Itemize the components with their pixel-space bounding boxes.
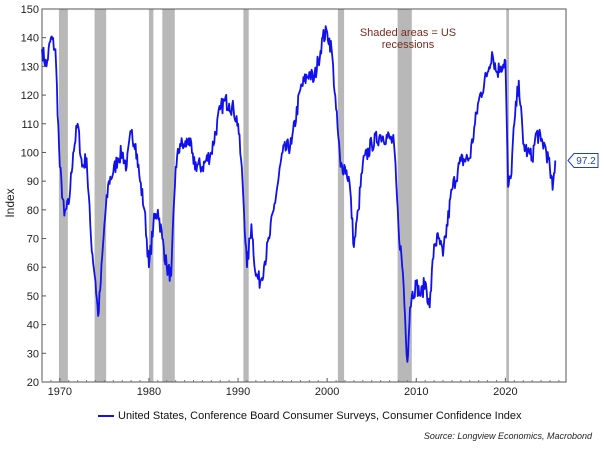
y-tick-label-70: 70 (27, 234, 39, 246)
x-tick-label-1980: 1980 (137, 386, 161, 398)
y-tick-label-20: 20 (27, 377, 39, 389)
x-tick-label-1990: 1990 (226, 386, 250, 398)
y-tick-label-120: 120 (21, 90, 39, 102)
y-tick-label-100: 100 (21, 147, 39, 159)
last-value-label: 97.2 (576, 156, 596, 167)
recession-band-1 (94, 9, 107, 382)
y-tick-label-30: 30 (27, 348, 39, 360)
y-tick-label-130: 130 (21, 61, 39, 73)
y-axis-title: Index (3, 188, 17, 217)
recession-band-3 (162, 9, 175, 382)
x-tick-label-1970: 1970 (48, 386, 72, 398)
y-tick-label-80: 80 (27, 205, 39, 217)
recession-band-7 (506, 9, 509, 382)
x-tick-label-2020: 2020 (493, 386, 517, 398)
legend-label: United States, Conference Board Consumer… (118, 410, 522, 422)
recession-band-0 (58, 9, 68, 382)
y-tick-label-150: 150 (21, 4, 39, 16)
series (41, 25, 557, 363)
last-value-marker: 97.2 (567, 152, 599, 168)
plot-frame (41, 8, 567, 383)
legend: United States, Conference Board Consumer… (98, 410, 522, 422)
recession-band-6 (397, 9, 412, 382)
y-tick-label-60: 60 (27, 262, 39, 274)
axes: 20 30 40 50 60 70 80 90 100 110 120 130 140 150 1970 19… (21, 4, 567, 398)
y-tick-label-140: 140 (21, 33, 39, 45)
legend-swatch (98, 415, 114, 417)
recession-band-4 (243, 9, 249, 382)
y-tick-label-90: 90 (27, 176, 39, 188)
recession-band-2 (148, 9, 154, 382)
recession-band-5 (337, 9, 345, 382)
x-tick-label-2010: 2010 (404, 386, 428, 398)
x-tick-label-2000: 2000 (315, 386, 339, 398)
annotation-line-2: recessions (382, 39, 435, 51)
y-tick-label-40: 40 (27, 320, 39, 332)
series-line-0 (41, 25, 557, 363)
last-value-badge (567, 152, 599, 168)
y-tick-label-110: 110 (21, 119, 39, 131)
y-tick-label-50: 50 (27, 291, 39, 303)
source-note: Source: Longview Economics, Macrobond (423, 431, 592, 441)
annotation-line-1: Shaded areas = US (360, 27, 456, 39)
recession-bands (58, 9, 509, 382)
